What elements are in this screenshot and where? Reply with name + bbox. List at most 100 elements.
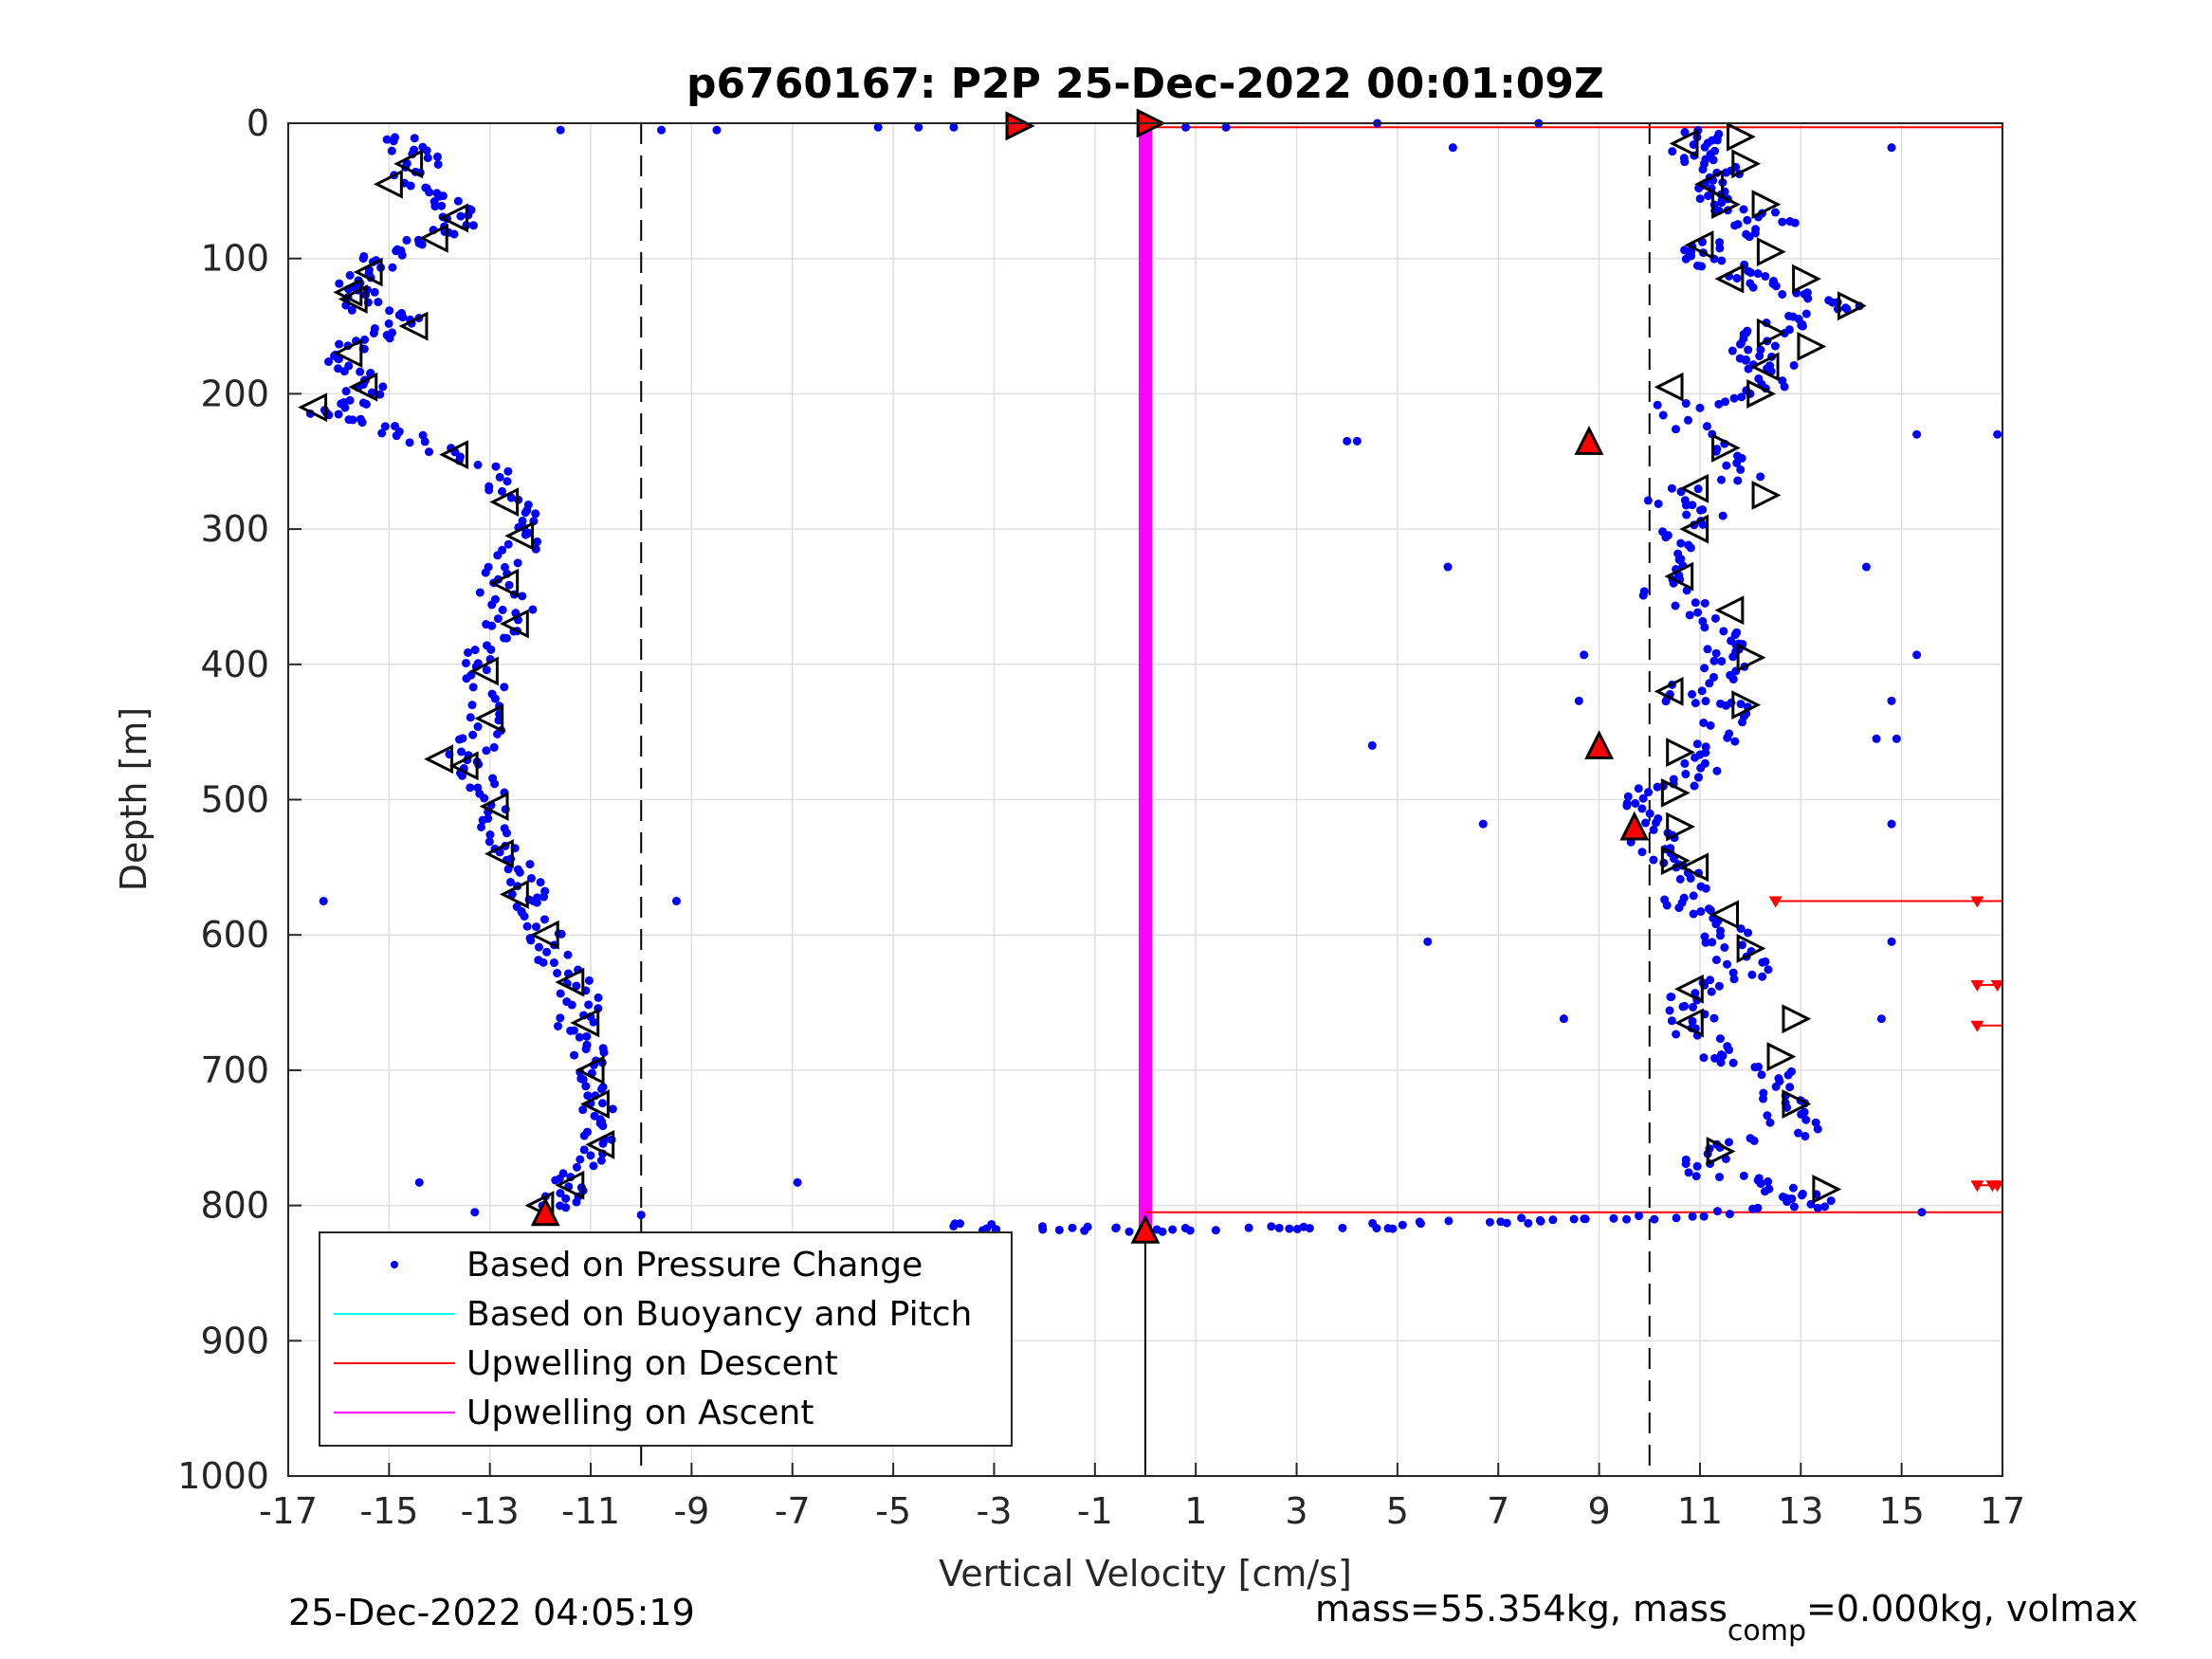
pressure-change-point [1634,784,1643,793]
pressure-change-point [594,993,603,1002]
pressure-change-point [475,588,484,597]
pressure-change-point [1681,254,1691,264]
pressure-change-point [1693,608,1703,617]
pressure-change-point [1730,737,1740,746]
y-tick-label: 900 [200,1320,269,1361]
pressure-change-point [1711,956,1721,965]
y-tick-label: 700 [200,1049,269,1091]
pressure-change-point [1746,268,1756,278]
pressure-change-point [1706,905,1715,915]
pressure-change-point [456,211,466,221]
pressure-change-point [468,683,478,692]
pressure-change-point [608,1104,617,1114]
pressure-change-point [549,958,558,968]
pressure-change-point [1716,1058,1726,1067]
pressure-change-point [1708,938,1717,947]
upwelling-descent-marker [1970,1020,1984,1032]
descent-triangle-marker [1711,190,1741,220]
pressure-change-point [1637,848,1647,857]
pressure-change-point [1748,1204,1758,1213]
pressure-change-point [553,969,562,978]
pressure-change-point [377,428,387,438]
pressure-change-point [470,1208,480,1217]
pressure-change-point [1759,1094,1768,1103]
descent-triangle-marker [1673,974,1704,1004]
pressure-change-point [599,1048,609,1057]
pressure-change-point [1691,699,1700,708]
pressure-change-point [1715,244,1725,253]
ascent-triangle-marker [580,1089,610,1119]
pressure-change-point [1684,1168,1693,1177]
pressure-change-point [1778,217,1787,227]
pressure-change-point [581,1045,591,1054]
pressure-change-point [369,328,378,337]
pressure-change-point [1667,1016,1676,1026]
pressure-change-point [1712,766,1722,775]
pressure-change-point [1444,1216,1453,1226]
pressure-change-point [500,633,509,643]
pressure-change-point [567,1000,576,1010]
pressure-change-point [414,1177,424,1187]
pressure-change-point [397,250,407,260]
pressure-change-point [1715,931,1725,940]
pressure-change-point [375,390,385,399]
pressure-change-point [586,1151,595,1160]
pressure-change-point [1730,630,1740,640]
pressure-change-point [1737,940,1746,950]
red-triangle-marker [1130,1213,1161,1244]
ascent-triangle-marker [575,1055,605,1085]
pressure-change-point [1785,1083,1795,1092]
pressure-change-point [504,580,514,590]
pressure-change-point [457,771,466,780]
descent-triangle-marker [1751,480,1782,510]
pressure-change-point [1653,400,1662,410]
pressure-change-point [1152,1225,1161,1234]
pressure-change-point [1736,465,1746,474]
descent-triangle-marker [1782,1089,1812,1119]
descent-triangle-marker [1666,738,1696,767]
pressure-change-point [1662,901,1672,910]
upwelling-descent-marker [1768,896,1782,908]
pressure-change-point [556,125,565,135]
descent-triangle-marker [1660,846,1691,876]
pressure-change-point [1761,271,1770,281]
legend-label-pressure: Based on Pressure Change [466,1246,923,1285]
y-axis-title: Depth [m] [113,707,155,892]
pressure-change-point [521,530,530,539]
descent-triangle-marker [1666,811,1696,842]
ascent-triangle-marker [555,1170,585,1200]
ascent-triangle-marker [333,277,363,307]
triangle-markers [298,108,1867,1244]
pressure-change-point [539,892,549,902]
pressure-change-point [598,1121,608,1131]
pressure-change-point [1185,1226,1195,1235]
pressure-change-point [1753,269,1763,279]
pressure-change-point [1782,1197,1792,1207]
pressure-change-point [563,950,573,959]
x-tick-label: -11 [561,1490,620,1532]
pressure-change-point [1743,215,1752,225]
pressure-change-point [1688,1212,1697,1221]
descent-triangle-marker [1714,264,1745,294]
pressure-change-point [1168,1225,1178,1234]
footer-timestamp: 25-Dec-2022 04:05:19 [288,1592,695,1633]
pressure-change-point [1842,304,1852,314]
pressure-change-point [532,922,541,932]
pressure-change-point [1609,1213,1618,1223]
pressure-change-point [493,551,503,560]
y-tick-label: 400 [200,644,269,685]
pressure-change-point [1667,483,1676,493]
descent-triangle-marker [1660,777,1691,808]
pressure-change-point [334,410,343,419]
ascent-triangle-marker [479,792,509,822]
pressure-change-point [1478,819,1488,829]
pressure-change-point [437,201,447,210]
pressure-change-point [1706,720,1715,730]
pressure-change-point [1181,122,1191,132]
pressure-change-point [1728,346,1737,356]
pressure-change-point [1721,397,1730,407]
upwelling-descent-marker [1990,1180,2004,1193]
pressure-change-point [356,367,365,376]
pressure-change-points [305,118,2002,1236]
pressure-change-point [480,793,489,803]
